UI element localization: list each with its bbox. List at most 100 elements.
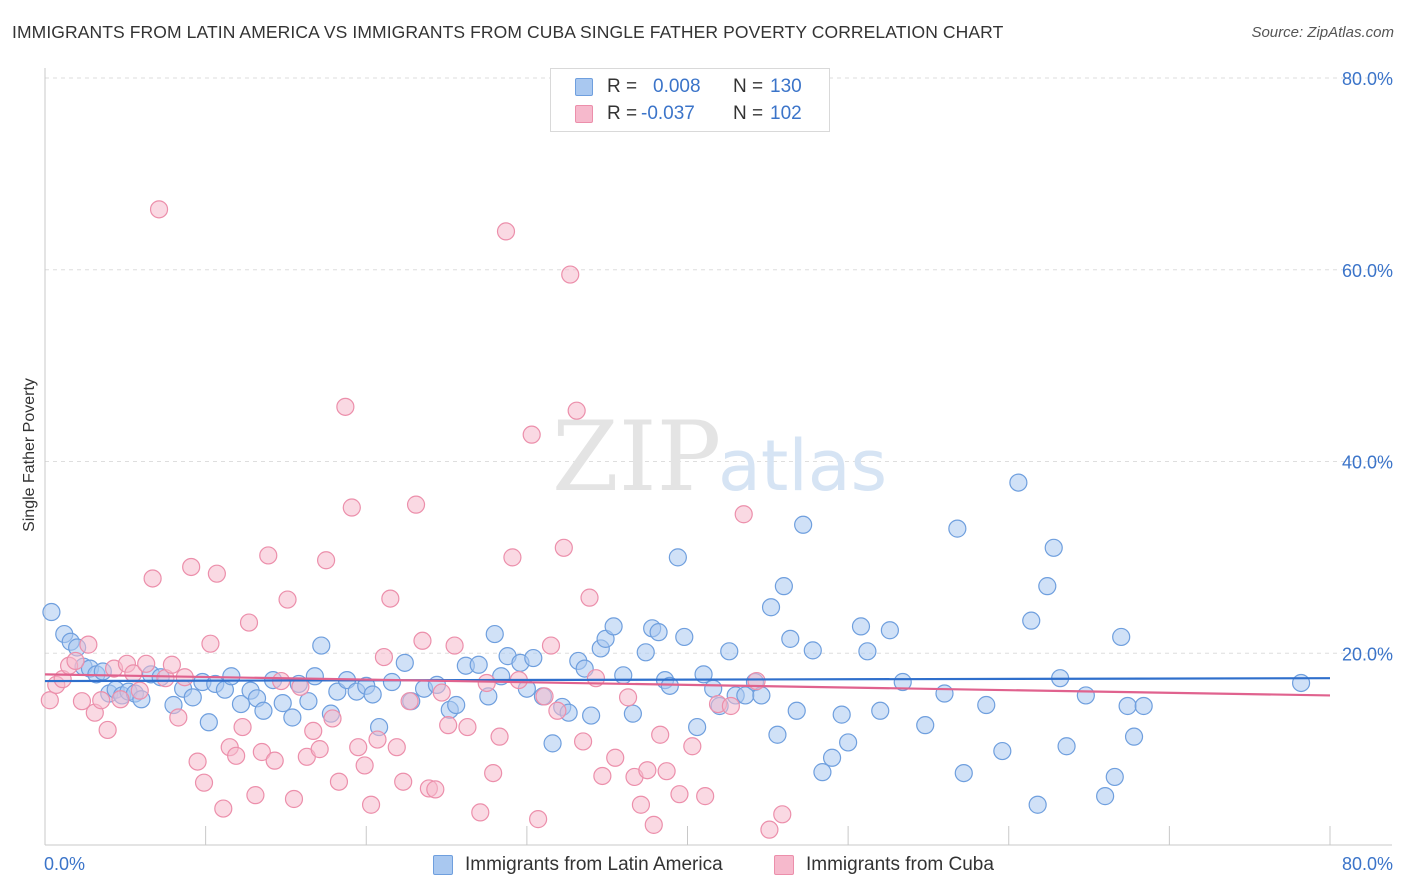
point-cuba [137, 654, 156, 673]
point-cuba [593, 766, 612, 786]
series-latin-america-points [42, 473, 1311, 814]
trend-lines [44, 673, 1331, 697]
point-cuba [651, 725, 670, 744]
point-latin-america [299, 692, 318, 711]
point-cuba [329, 772, 349, 791]
point-cuba [310, 740, 329, 759]
point-cuba [471, 803, 490, 822]
point-cuba [406, 495, 426, 514]
point-latin-america [42, 602, 61, 622]
point-cuba [214, 799, 233, 818]
point-cuba [349, 738, 368, 757]
point-cuba [162, 655, 181, 674]
series-cuba-points [40, 200, 792, 839]
point-latin-america [781, 629, 800, 648]
bottom-legend-label-latin-america: Immigrants from Latin America [465, 854, 723, 875]
point-cuba [342, 498, 361, 517]
point-latin-america [916, 716, 935, 735]
point-cuba [149, 200, 169, 219]
trend-line-latin-america [44, 677, 1331, 683]
point-latin-america [582, 706, 601, 725]
point-latin-america [469, 655, 488, 674]
point-cuba [246, 786, 265, 805]
point-cuba [374, 647, 394, 667]
watermark-atlas: atlas [718, 425, 887, 507]
point-cuba [721, 696, 740, 716]
point-cuba [387, 738, 406, 757]
point-latin-america [1038, 577, 1057, 596]
point-latin-america [893, 672, 912, 692]
legend-r-value: -0.037 [641, 103, 695, 124]
point-latin-america [774, 577, 793, 596]
point-latin-america [447, 695, 466, 715]
point-cuba [631, 795, 651, 814]
point-latin-america [382, 672, 402, 692]
point-latin-america [485, 624, 504, 644]
point-cuba [432, 683, 451, 702]
point-latin-america [604, 617, 623, 636]
point-latin-america [761, 598, 781, 617]
point-cuba [394, 772, 413, 791]
point-latin-america [231, 694, 251, 714]
point-cuba [477, 673, 496, 693]
bottom-legend-cuba: Immigrants from Cuba [774, 852, 994, 878]
point-latin-america [720, 642, 739, 661]
point-latin-america [1044, 538, 1063, 557]
point-cuba [561, 265, 580, 284]
point-latin-america [1291, 673, 1311, 693]
point-cuba [72, 692, 92, 711]
point-latin-america [668, 548, 687, 567]
point-latin-america [935, 684, 954, 703]
point-cuba [130, 681, 149, 700]
y-tick-label: 40.0% [1342, 453, 1393, 473]
point-latin-america [623, 704, 642, 723]
point-cuba [188, 752, 207, 771]
point-cuba [439, 716, 458, 735]
point-cuba [426, 780, 445, 799]
point-cuba [760, 820, 779, 839]
gridlines [45, 77, 1392, 654]
point-cuba [554, 538, 573, 557]
point-latin-america [851, 617, 871, 636]
point-latin-america [363, 685, 382, 704]
chart-title: IMMIGRANTS FROM LATIN AMERICA VS IMMIGRA… [12, 22, 1004, 42]
point-cuba [548, 701, 567, 720]
point-latin-america [832, 705, 851, 724]
legend-r-label: R = [607, 103, 638, 124]
point-cuba [606, 748, 625, 767]
y-tick-label: 80.0% [1342, 69, 1393, 89]
point-latin-america [273, 694, 292, 713]
point-latin-america [839, 733, 858, 752]
point-latin-america [1134, 696, 1153, 716]
point-latin-america [977, 695, 996, 715]
point-latin-america [822, 748, 842, 767]
point-latin-america [1124, 727, 1144, 746]
legend-n-value: 102 [770, 103, 802, 124]
point-cuba [194, 773, 214, 792]
point-cuba [265, 751, 284, 770]
point-cuba [355, 756, 374, 775]
y-axis-label: Single Father Poverty [21, 378, 38, 532]
point-cuba [227, 746, 246, 765]
point-cuba [541, 636, 561, 655]
point-cuba [92, 691, 111, 710]
legend-r-label: R = [607, 76, 638, 97]
point-cuba [413, 631, 432, 650]
point-cuba [239, 613, 259, 632]
point-cuba [683, 737, 702, 756]
point-latin-america [948, 519, 967, 538]
point-latin-america [660, 676, 679, 695]
bottom-legend-swatch-latin-america [433, 855, 453, 875]
point-latin-america [954, 763, 973, 783]
trend-line-cuba [44, 673, 1331, 697]
point-cuba [304, 721, 323, 741]
point-latin-america [787, 701, 806, 720]
point-cuba [207, 564, 226, 583]
legend-r-value: 0.008 [653, 76, 701, 97]
point-latin-america [1057, 737, 1076, 756]
legend-swatch-latin-america [575, 78, 593, 96]
chart-source: Source: ZipAtlas.com [1251, 24, 1394, 41]
bottom-legend-label-cuba: Immigrants from Cuba [806, 854, 994, 875]
point-latin-america [1118, 696, 1137, 716]
x-tick-label-max: 80.0% [1342, 854, 1393, 874]
